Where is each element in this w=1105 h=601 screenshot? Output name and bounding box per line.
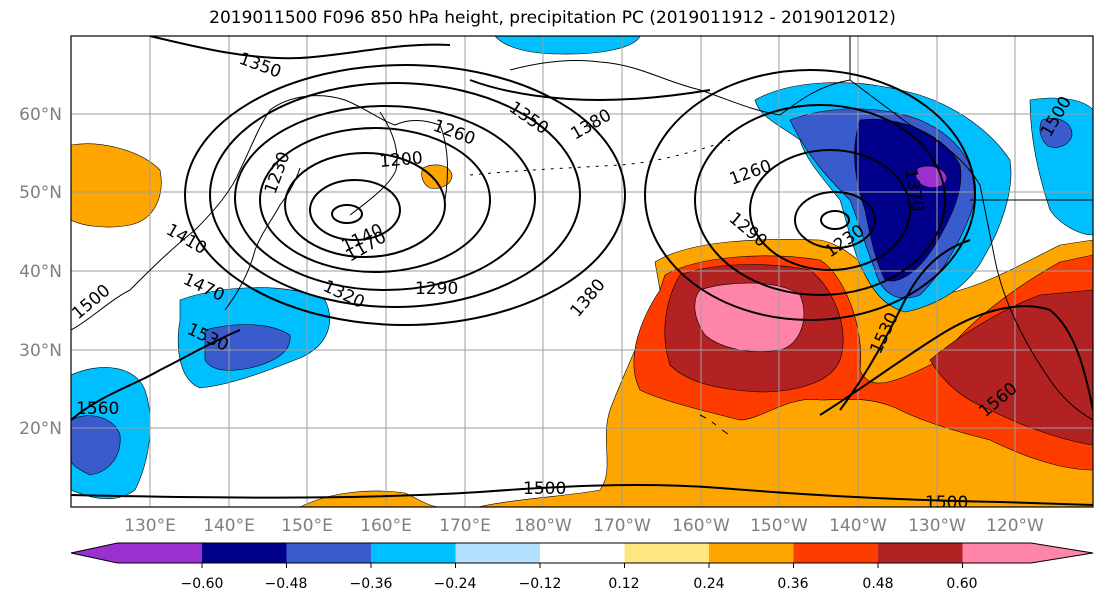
negative-anomaly-shading: [71, 36, 1093, 500]
colorbar-segment: [624, 543, 710, 563]
colorbar-tick-label: −0.36: [350, 576, 393, 592]
colorbar-segment: [793, 543, 879, 563]
contour-1380-north: [469, 79, 711, 102]
cool-region-top: [494, 36, 641, 55]
lat-label: 50°N: [19, 183, 62, 203]
colorbar-tick-label: −0.48: [265, 576, 308, 592]
lon-label: 180°W: [514, 516, 572, 536]
east-low-center-ring-4: [694, 104, 946, 296]
colorbar-segment: [455, 543, 541, 563]
east-low-center-ring-5: [644, 69, 976, 321]
colorbar-extend-low: [71, 543, 118, 563]
low-center-ring-4: [259, 127, 491, 273]
lon-label: 140°E: [203, 516, 255, 536]
alaska-coastline: [509, 59, 851, 116]
asia-coastline: [71, 95, 448, 331]
north-america-coastline: [849, 36, 1093, 421]
hawaii-islands: [699, 414, 729, 435]
longitude-labels: 130°E 140°E 150°E 160°E 170°E 180°W 170°…: [124, 516, 1044, 536]
colorbar-tick-label: −0.24: [434, 576, 477, 592]
contour-label: 1500: [925, 493, 968, 513]
colorbar-extend-high: [1031, 543, 1093, 563]
colorbar: [70, 542, 1094, 568]
east-low-center-ring-3: [749, 149, 911, 271]
contour-1530-east: [839, 239, 971, 411]
contour-1350-north: [149, 36, 451, 60]
colorbar-segment: [540, 543, 625, 563]
lat-label: 30°N: [19, 341, 62, 361]
contour-label: 1200: [379, 148, 424, 172]
latitude-labels: 60°N 50°N 40°N 30°N 20°N: [19, 105, 62, 439]
colorbar-tick-labels: −0.60 −0.48 −0.36 −0.24 −0.12 0.12 0.24 …: [181, 576, 978, 592]
low-center-ring-1: [331, 204, 363, 224]
warm-region-west-asia: [71, 143, 162, 228]
colorbar-tick-label: 0.36: [777, 576, 808, 592]
contour-label: 1500: [523, 479, 566, 499]
lon-label: 140°W: [829, 516, 887, 536]
contour-1560-east: [819, 305, 1093, 416]
colorbar-segment: [878, 543, 963, 563]
colorbar-tick-label: −0.12: [519, 576, 562, 592]
colorbar-tick-label: 0.24: [693, 576, 724, 592]
cool-region-far-east-mid: [1039, 118, 1073, 148]
contour-1500-south: [71, 484, 1093, 506]
lon-label: 170°E: [439, 516, 491, 536]
east-low-center-ring-1: [820, 210, 850, 230]
lon-label: 160°W: [672, 516, 730, 536]
lat-label: 60°N: [19, 105, 62, 125]
lon-label: 120°W: [986, 516, 1044, 536]
warm-region-small: [421, 164, 453, 189]
low-center-ring-6: [209, 82, 581, 308]
low-center-ring-2: [309, 179, 401, 241]
lon-label: 170°W: [593, 516, 651, 536]
lon-label: 130°E: [124, 516, 176, 536]
contour-label: 1290: [415, 279, 458, 299]
colorbar-tick-label: 0.12: [608, 576, 639, 592]
map-title: 2019011500 F096 850 hPa height, precipit…: [209, 8, 896, 28]
colorbar-segment: [286, 543, 372, 563]
contour-label: 1560: [76, 399, 119, 419]
lon-label: 130°W: [908, 516, 966, 536]
colorbar-tick-label: 0.48: [862, 576, 893, 592]
low-center-ring-3: [284, 152, 446, 258]
contour-1560-west: [71, 329, 241, 421]
height-contours: [71, 36, 1093, 506]
low-center-ring-7: [184, 64, 626, 326]
lon-label: 150°W: [750, 516, 808, 536]
colorbar-segment: [202, 543, 287, 563]
lat-label: 20°N: [19, 419, 62, 439]
map-panel: 1350 1380 1350 1260 1230 1200 1140 1170 …: [71, 36, 1093, 513]
warm-region-dark-east: [929, 289, 1093, 446]
colorbar-tick-label: −0.60: [181, 576, 224, 592]
colorbar-tick-label: 0.60: [946, 576, 977, 592]
colorbar-segment: [371, 543, 456, 563]
cool-region-southwest-mid: [71, 415, 121, 476]
colorbar-segment: [117, 543, 202, 563]
map-frame: [70, 35, 1094, 508]
low-center-ring-5: [234, 105, 536, 291]
east-low-center-ring-2: [794, 191, 876, 249]
lat-label: 40°N: [19, 262, 62, 282]
map-gridlines: [71, 36, 1093, 507]
lon-label: 150°E: [281, 516, 333, 536]
colorbar-segment: [962, 543, 1031, 563]
colorbar-outline: [70, 542, 1094, 564]
colorbar-segment: [709, 543, 794, 563]
positive-anomaly-shading: [71, 143, 1093, 507]
lon-label: 160°E: [360, 516, 412, 536]
